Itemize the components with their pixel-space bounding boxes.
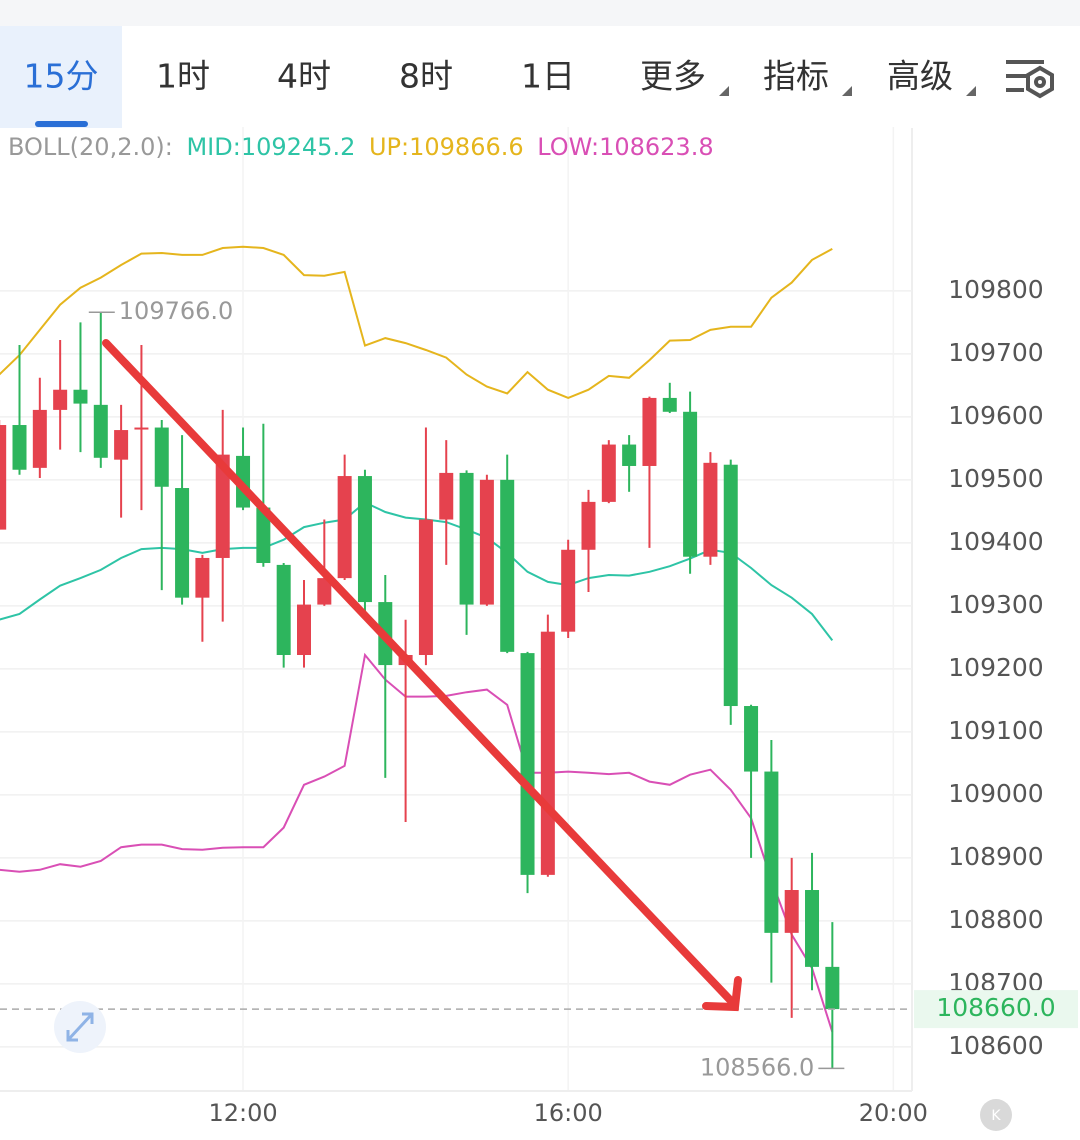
candle-body (825, 966, 840, 1010)
candle-body (540, 631, 555, 875)
tab[interactable]: 高级 (887, 57, 953, 96)
settings-icon[interactable] (1006, 60, 1054, 99)
candle-body (744, 706, 759, 772)
tab[interactable]: 8时 (399, 57, 453, 96)
candle-body (297, 604, 311, 655)
tab-bar (0, 26, 1080, 128)
candle-body (53, 389, 68, 410)
indicator-header: BOLL(20,2.0): MID:109245.2 UP:109866.6 L… (8, 133, 714, 161)
candle-body (32, 409, 47, 468)
candle-body (479, 479, 494, 605)
x-tick-label: 12:00 (208, 1099, 277, 1127)
y-tick-label: 109400 (948, 527, 1043, 556)
indicator-line (0, 245, 833, 399)
candle-body (317, 578, 332, 605)
dropdown-caret (966, 86, 976, 96)
candle-body (114, 430, 129, 460)
dropdown-caret (842, 86, 852, 96)
candle-body (256, 507, 271, 564)
y-tick-label: 108800 (948, 905, 1043, 934)
candle-body (683, 411, 698, 557)
indicator-label: BOLL(20,2.0): (8, 133, 173, 161)
tabs: 15分 1时 4时 8时 1日 更多 指标 高级 (0, 26, 976, 128)
candle-body (561, 549, 576, 632)
candle-body (764, 771, 779, 933)
tab[interactable]: 4时 (277, 57, 331, 96)
expand-icon[interactable] (54, 1001, 106, 1053)
indicator-line (0, 652, 834, 1033)
y-tick-label: 109300 (948, 590, 1043, 619)
candle-body (276, 564, 291, 655)
x-tick-label: 20:00 (859, 1099, 928, 1127)
candle-body (73, 389, 88, 404)
candle-body (500, 479, 515, 652)
y-tick-label: 109100 (948, 716, 1043, 745)
y-tick-label: 109200 (948, 653, 1043, 682)
y-tick-label: 109700 (948, 338, 1043, 367)
svg-text:K: K (991, 1108, 1001, 1124)
candle-body (601, 444, 616, 502)
active-tab-bg (0, 26, 122, 128)
candle-body (662, 397, 677, 412)
y-tick-label: 108900 (948, 842, 1043, 871)
tab[interactable]: 指标 (763, 57, 829, 96)
tab[interactable]: 1日 (521, 57, 575, 96)
extreme-label: 109766.0 (119, 297, 234, 325)
indicator-mid: MID:109245.2 (186, 133, 355, 161)
candle-body (459, 472, 474, 605)
candle-body (154, 427, 169, 487)
candle-body (12, 425, 27, 470)
tab[interactable]: 15分 (24, 57, 99, 96)
tab[interactable]: 1时 (156, 57, 210, 96)
candle-body (703, 462, 718, 557)
candle-body (439, 472, 454, 520)
indicator-low: LOW:108623.8 (537, 133, 713, 161)
candle-body (581, 501, 596, 550)
tab[interactable]: 更多 (640, 57, 706, 96)
indicator-line (0, 501, 834, 642)
candle-body (195, 557, 210, 598)
candle-body (93, 404, 108, 458)
dropdown-caret (719, 86, 729, 96)
candle-body (337, 476, 352, 579)
active-tab-underline (35, 121, 88, 127)
indicator-up: UP:109866.6 (369, 133, 524, 161)
y-tick-label: 109600 (948, 401, 1043, 430)
x-tick-label: 16:00 (534, 1099, 603, 1127)
candle-body (175, 488, 190, 598)
candle-body (784, 890, 799, 933)
candle-body (642, 397, 657, 466)
last-price-box (914, 990, 1078, 1029)
candle-body (134, 427, 149, 430)
candle-body (805, 890, 820, 967)
extreme-label: 108566.0 (700, 1053, 815, 1081)
candle-body (357, 476, 372, 603)
scroll-end-button[interactable]: K (980, 1099, 1012, 1131)
candle-body (418, 519, 433, 655)
candle-body (622, 444, 637, 466)
last-price-label: 108660.0 (936, 993, 1055, 1022)
trend-arrow (102, 339, 742, 1012)
y-tick-label: 109000 (948, 779, 1043, 808)
plot: 1086001087001088001089001090001091001092… (0, 127, 1078, 1127)
candle-body (520, 653, 535, 875)
y-tick-label: 108600 (948, 1031, 1043, 1060)
y-tick-label: 109500 (948, 464, 1043, 493)
y-tick-label: 109800 (948, 275, 1043, 304)
candle-body (215, 454, 230, 558)
candle-body (0, 425, 7, 530)
candle-body (723, 464, 738, 707)
status-strip (0, 0, 1080, 26)
